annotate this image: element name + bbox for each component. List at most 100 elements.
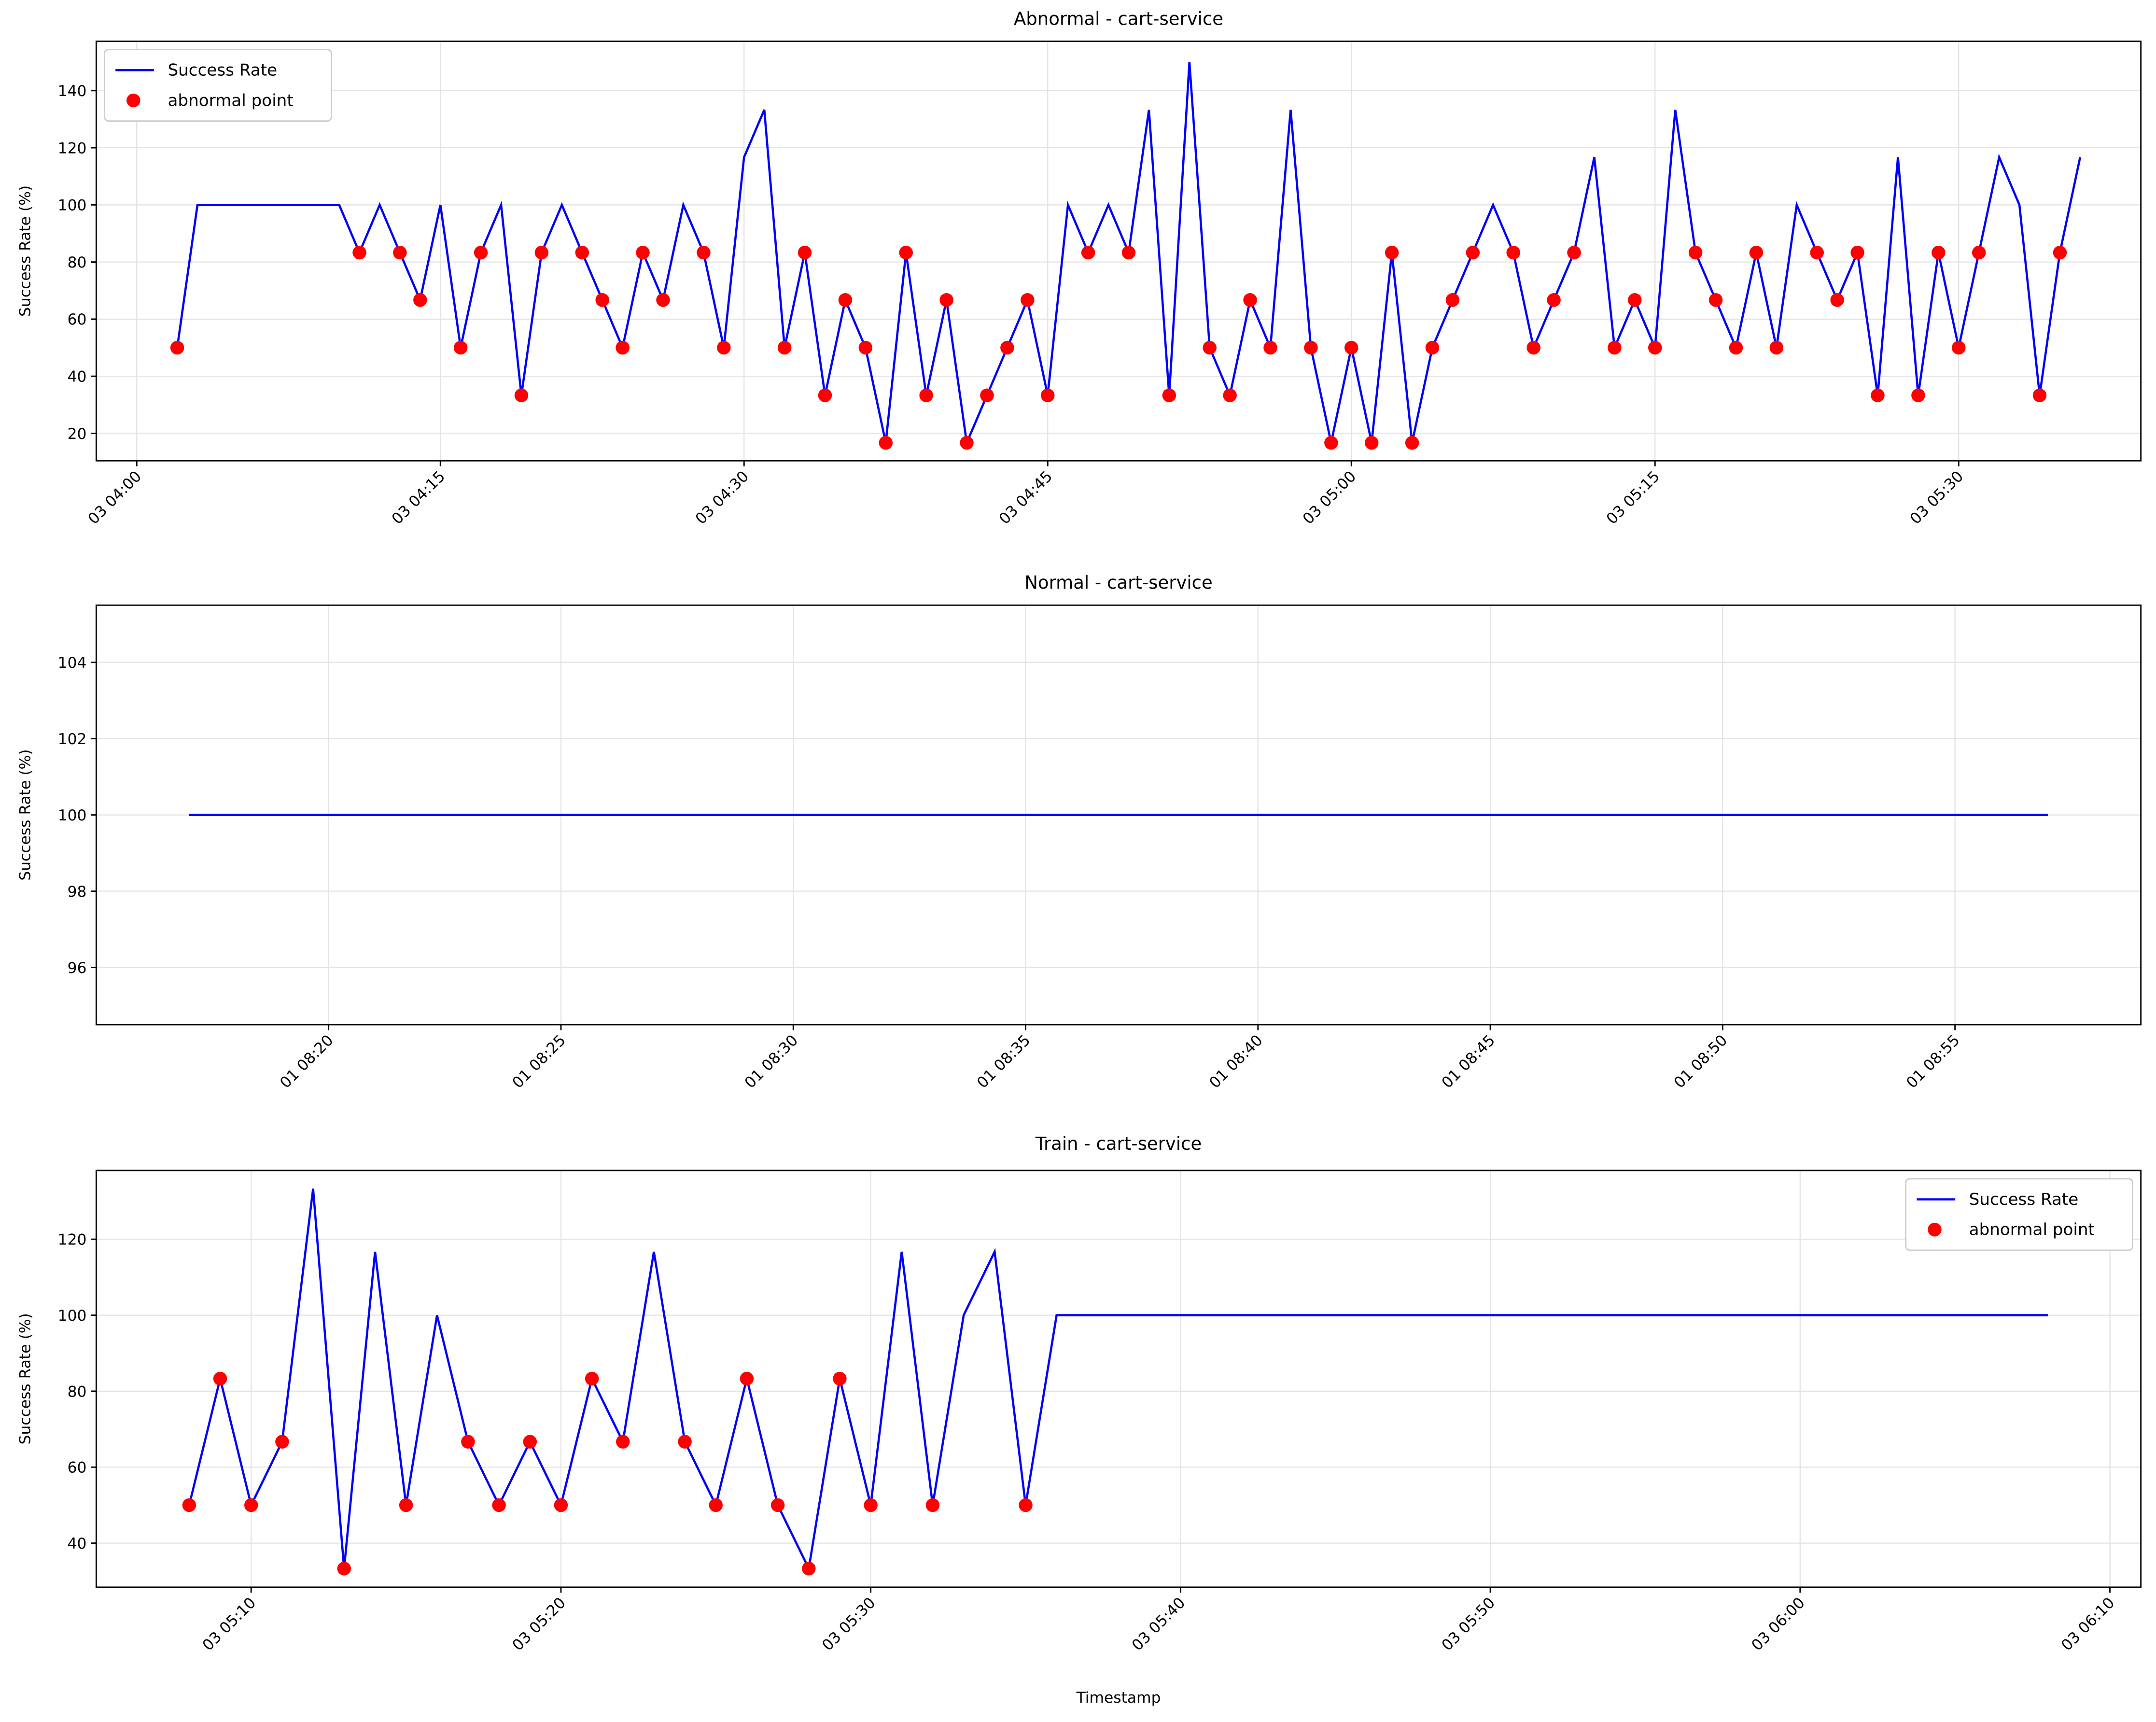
abnormal-point [1021,293,1035,307]
legend-box [104,49,332,122]
chart-title: Abnormal - cart-service [1014,8,1223,29]
abnormal-point [1203,340,1217,355]
abnormal-point [1708,293,1723,307]
abnormal-point [1850,245,1864,260]
abnormal-point [709,1498,723,1512]
x-tick-label: 03 04:00 [85,468,145,528]
x-tick-label: 01 08:50 [1671,1031,1731,1092]
abnormal-point [833,1371,847,1386]
abnormal-point [678,1435,692,1449]
y-tick-label: 104 [58,654,87,672]
abnormal-point [1729,340,1743,355]
abnormal-point [337,1562,351,1576]
y-tick-label: 80 [68,254,87,271]
abnormal-point [1041,388,1055,402]
abnormal-point [595,293,609,307]
abnormal-point [717,340,731,355]
x-tick-label: 03 04:45 [996,468,1056,528]
x-tick-label: 03 04:30 [692,468,753,528]
x-tick-label: 03 05:00 [1300,468,1360,528]
abnormal-point [523,1435,537,1449]
abnormal-point [802,1562,816,1576]
x-tick-label: 01 08:45 [1439,1031,1499,1092]
abnormal-point [980,388,994,402]
abnormal-point [1871,388,1885,402]
legend-marker [1928,1223,1942,1237]
abnormal-point [656,293,670,307]
chart-title: Train - cart-service [1035,1133,1202,1154]
axes-frame [95,1170,2142,1588]
abnormal-point [1425,340,1440,355]
legend-marker [126,93,140,108]
abnormal-point [1223,388,1237,402]
abnormal-point [352,245,366,260]
x-tick-label: 03 05:15 [1603,468,1664,528]
x-tick-label: 03 06:10 [2058,1594,2118,1654]
x-tick-label: 03 05:10 [199,1594,260,1654]
abnormal-point [1952,340,1966,355]
y-tick-label: 100 [58,1307,87,1325]
abnormal-point [492,1498,506,1512]
abnormal-point [864,1498,878,1512]
abnormal-point [1263,340,1277,355]
abnormal-point [925,1498,940,1512]
abnormal-point [1324,436,1338,450]
legend-label: abnormal point [168,91,293,110]
x-tick-label: 01 08:30 [742,1031,802,1092]
abnormal-point [1547,293,1561,307]
abnormal-point [1932,245,1946,260]
line-series [176,62,2082,447]
abnormal-point [1304,340,1318,355]
abnormal-point [1608,340,1622,355]
abnormal-point [818,388,832,402]
abnormal-point [534,245,549,260]
abnormal-point [1364,436,1379,450]
y-tick-label: 96 [68,960,87,977]
abnormal-point [554,1498,568,1512]
x-tick-label: 03 05:30 [1907,468,1967,528]
y-tick-label: 120 [58,1231,87,1249]
x-tick-label: 01 08:40 [1206,1031,1266,1092]
y-axis-label: Success Rate (%) [17,749,34,881]
abnormal-point [1567,245,1581,260]
abnormal-point [1688,245,1703,260]
abnormal-point [939,293,953,307]
abnormal-point [585,1371,599,1386]
abnormal-point [2053,245,2067,260]
abnormal-point [1019,1498,1033,1512]
abnormal-point [1628,293,1642,307]
abnormal-point [960,436,974,450]
legend-label: Success Rate [1969,1190,2079,1209]
axes-frame [95,604,2142,1026]
x-tick-label: 03 04:15 [389,468,449,528]
x-tick-label: 03 05:30 [819,1594,879,1654]
x-tick-label: 01 08:35 [974,1031,1034,1092]
abnormal-point [919,388,933,402]
x-tick-label: 03 05:20 [509,1594,569,1654]
legend-label: abnormal point [1969,1220,2095,1240]
abnormal-point [879,436,893,450]
abnormal-point [1769,340,1784,355]
abnormal-point [740,1371,754,1386]
abnormal-point [213,1371,227,1386]
abnormal-point [1810,245,1824,260]
abnormal-point [575,245,589,260]
abnormal-point [1445,293,1460,307]
abnormal-point [461,1435,475,1449]
abnormal-point [275,1435,289,1449]
legend-label: Success Rate [168,61,277,80]
abnormal-point [393,245,407,260]
abnormal-point [1466,245,1480,260]
abnormal-point [1972,245,1986,260]
abnormal-point [1121,245,1136,260]
line-series [188,1188,2048,1572]
y-tick-label: 40 [68,1535,87,1553]
abnormal-point [616,1435,630,1449]
y-tick-label: 102 [58,731,87,748]
x-tick-label: 03 05:40 [1129,1594,1189,1654]
abnormal-point [1830,293,1844,307]
y-tick-label: 80 [68,1383,87,1400]
abnormal-point [697,245,711,260]
